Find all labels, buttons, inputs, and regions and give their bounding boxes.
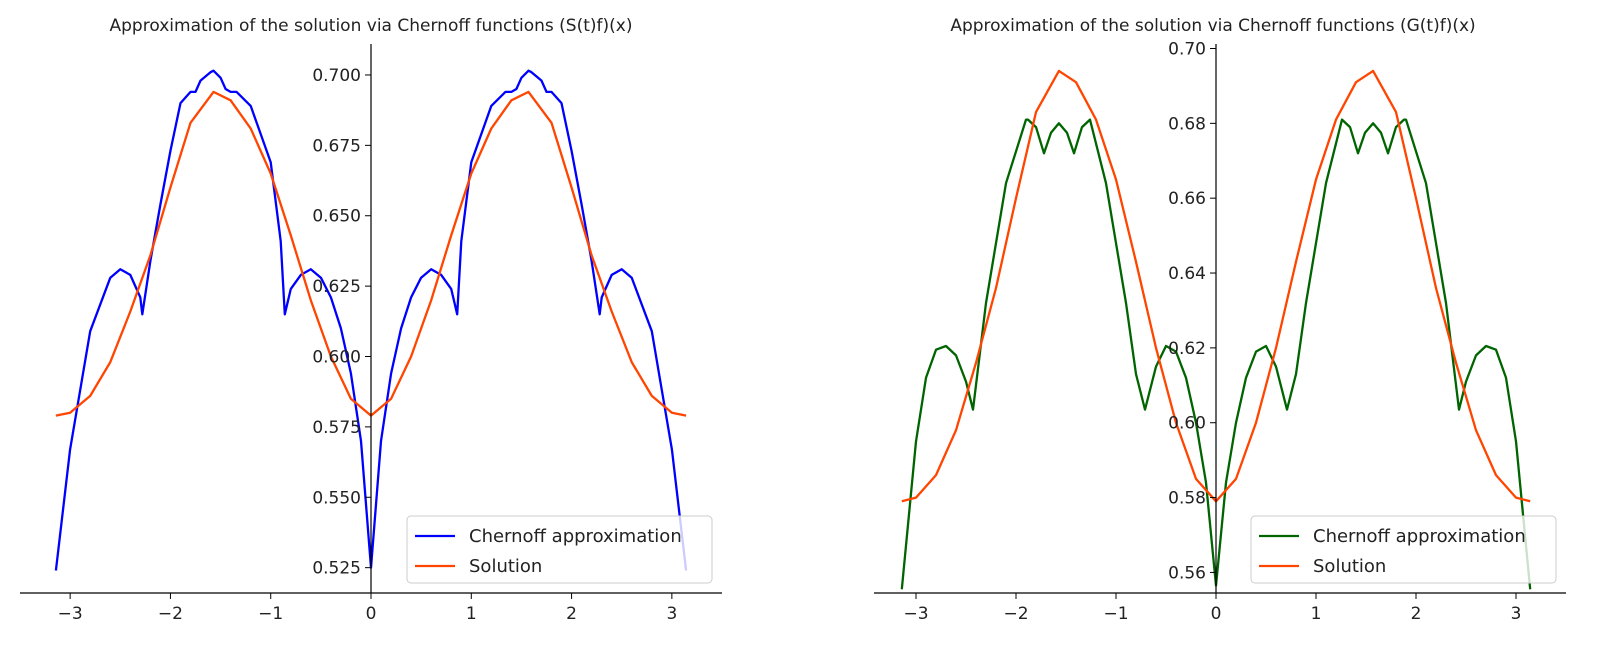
legend: Chernoff approximation Solution [1250,515,1557,584]
y-tick-label: 0.525 [312,559,361,579]
y-tick-label: 0.56 [1168,563,1206,583]
x-tick-label: 1 [466,604,477,624]
x-tick-label: 2 [566,604,577,624]
y-tick-label: 0.62 [1168,339,1206,359]
y-tick-label: 0.66 [1168,189,1206,209]
x-tick-label: −1 [258,604,283,624]
x-tick-label: 1 [1311,604,1322,624]
x-tick-label: 3 [1511,604,1522,624]
x-tick-label: −3 [903,604,928,624]
y-tick-label: 0.70 [1168,39,1206,59]
y-tick-label: 0.64 [1168,264,1206,284]
y-tick-label: 0.550 [312,488,361,508]
legend-label: Chernoff approximation [469,526,682,547]
plot-area: −3 −2 −1 0 1 2 3 0.56 0.58 0.60 0.62 0.64 0.66 0.68 0.… [874,39,1566,624]
chart-right: Approximation of the solution via Cherno… [874,16,1566,624]
y-tick-label: 0.675 [312,136,361,156]
x-tick-label: −2 [158,604,183,624]
y-tick-label: 0.625 [312,277,361,297]
x-tick-label: −3 [58,604,83,624]
y-tick-label: 0.58 [1168,489,1206,509]
y-tick-label: 0.575 [312,418,361,438]
y-tick-label: 0.60 [1168,414,1206,434]
x-tick-label: 3 [666,604,677,624]
x-tick-label: 2 [1411,604,1422,624]
y-tick-label: 0.600 [312,348,361,368]
legend-box [1250,515,1557,584]
legend: Chernoff approximation Solution [406,515,713,584]
legend-box [406,515,713,584]
x-tick-label: −2 [1003,604,1028,624]
chart-left: Approximation of the solution via Cherno… [20,16,722,624]
x-tick-label: 0 [366,604,377,624]
legend-label: Chernoff approximation [1313,526,1526,547]
legend-label: Solution [469,556,542,577]
chart-title: Approximation of the solution via Cherno… [110,16,633,36]
plot-area: −3 −2 −1 0 1 2 3 0.525 0.550 0.575 0.600 0.625 0.650… [20,44,722,624]
chart-title: Approximation of the solution via Cherno… [950,16,1475,36]
y-tick-label: 0.700 [312,66,361,86]
y-tick-label: 0.68 [1168,114,1206,134]
y-tick-label: 0.650 [312,207,361,227]
x-tick-label: −1 [1103,604,1128,624]
x-tick-label: 0 [1211,604,1222,624]
legend-label: Solution [1313,556,1386,577]
